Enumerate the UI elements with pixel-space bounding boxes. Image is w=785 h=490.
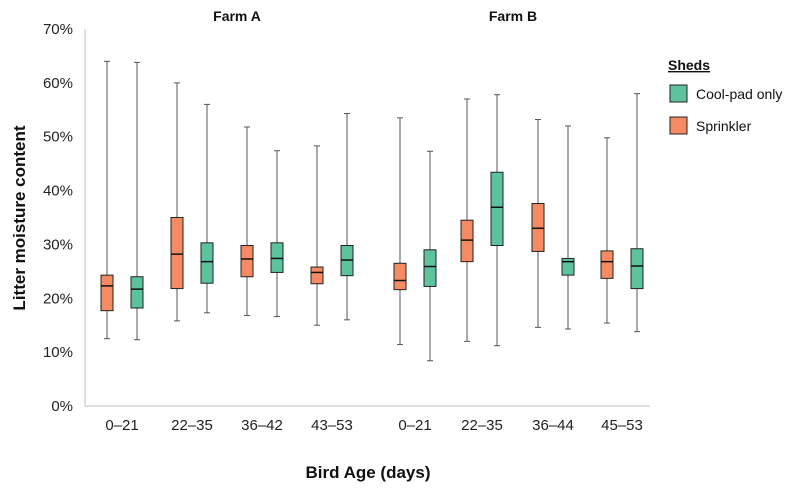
y-tick-label: 70% [43, 21, 73, 38]
legend-title: Sheds [668, 57, 710, 73]
box-iqr [561, 257, 575, 276]
box-sprinkler [531, 118, 545, 328]
y-axis-ticks: 0% 10% 20% 30% 40% 50% 60% 70% [43, 21, 73, 415]
box-sprinkler [100, 60, 114, 340]
y-tick-label: 0% [51, 398, 73, 415]
box-iqr [460, 219, 474, 263]
box-iqr [531, 202, 545, 252]
box-iqr [490, 171, 504, 247]
box-iqr [170, 217, 184, 290]
y-axis-label: Litter moisture content [10, 125, 29, 310]
box-iqr [200, 242, 214, 284]
y-tick-label: 40% [43, 183, 73, 200]
y-tick-label: 20% [43, 290, 73, 307]
box-sprinkler [460, 98, 474, 342]
x-tick-label: 36–44 [532, 417, 574, 434]
box-sprinkler [393, 117, 407, 346]
x-axis-label: Bird Age (days) [305, 463, 430, 482]
box-cool-pad [490, 94, 504, 347]
box-cool-pad [630, 93, 644, 333]
y-tick-label: 30% [43, 236, 73, 253]
x-tick-label: 45–53 [601, 417, 643, 434]
box-iqr [393, 262, 407, 291]
x-tick-label: 36–42 [241, 417, 283, 434]
y-tick-label: 10% [43, 344, 73, 361]
panel-titles: Farm A Farm B [213, 8, 537, 24]
box-iqr [130, 276, 144, 309]
box-cool-pad [130, 61, 144, 341]
legend-label-cool-pad: Cool-pad only [696, 86, 782, 102]
box-iqr [600, 250, 614, 279]
legend-label-sprinkler: Sprinkler [696, 118, 752, 134]
box-cool-pad [340, 113, 354, 321]
box-cool-pad [423, 150, 437, 362]
x-tick-label: 22–35 [461, 417, 503, 434]
legend: Sheds Cool-pad only Sprinkler [668, 57, 782, 135]
x-tick-label: 0–21 [398, 417, 431, 434]
y-tick-label: 50% [43, 129, 73, 146]
box-iqr [240, 245, 254, 278]
box-iqr [310, 266, 324, 285]
box-sprinkler [170, 82, 184, 322]
x-tick-label: 0–21 [105, 417, 138, 434]
x-tick-label: 43–53 [311, 417, 353, 434]
legend-swatch-cool-pad [669, 84, 688, 103]
box-iqr [630, 248, 644, 290]
box-sprinkler [310, 145, 324, 326]
box-iqr [423, 249, 437, 287]
panel-title: Farm B [489, 8, 537, 24]
boxes [100, 60, 644, 362]
box-cool-pad [200, 103, 214, 314]
x-axis-ticks: 0–21 22–35 36–42 43–53 0–21 22–35 36–44 45–53 [105, 417, 643, 434]
legend-swatch-sprinkler [669, 116, 688, 135]
x-tick-label: 22–35 [171, 417, 213, 434]
box-sprinkler [240, 126, 254, 317]
box-iqr [270, 242, 284, 273]
box-iqr [100, 274, 114, 312]
box-cool-pad [270, 150, 284, 318]
panel-title: Farm A [213, 8, 261, 24]
box-sprinkler [600, 137, 614, 324]
box-cool-pad [561, 125, 575, 330]
y-tick-label: 60% [43, 75, 73, 92]
